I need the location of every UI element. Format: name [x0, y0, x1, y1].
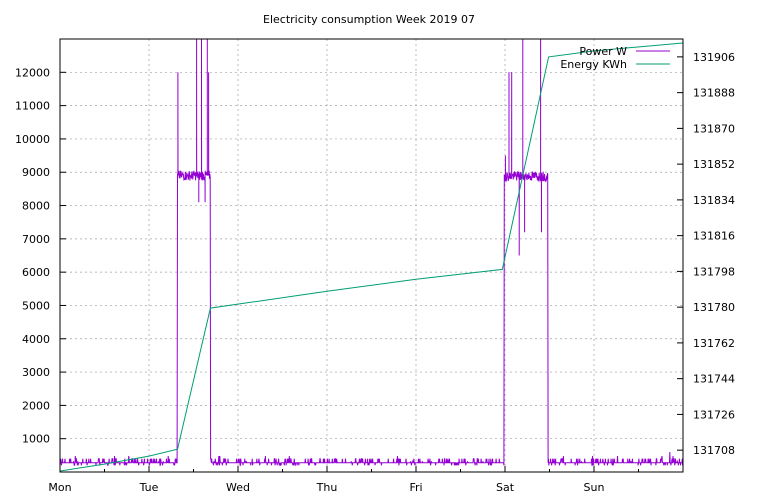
y-tick-label-right: 131816: [693, 230, 735, 243]
plot-border: [59, 38, 684, 473]
x-tick-label: Fri: [409, 481, 422, 494]
x-tick-label: Sun: [584, 481, 605, 494]
y-tick-label-right: 131834: [693, 194, 735, 207]
y-axis-right: 131708 131726 131744 131762 131780 131798 1318…: [693, 51, 735, 457]
x-tick-label: Wed: [226, 481, 250, 494]
x-tick-label: Thu: [316, 481, 338, 494]
y-tick-label-left: 4000: [22, 333, 50, 346]
x-axis: Mon Tue Wed Thu Fri Sat Sun: [48, 481, 604, 494]
y-tick-label-left: 7000: [22, 233, 50, 246]
y-tick-label-left: 8000: [22, 200, 50, 213]
y-tick-label-left: 3000: [22, 366, 50, 379]
series-energy-kwh-line: [60, 42, 683, 472]
y-tick-label-right: 131708: [693, 444, 735, 457]
y-tick-label-left: 1000: [22, 433, 50, 446]
y-tick-label-right: 131744: [693, 373, 735, 386]
x-tick-label: Mon: [48, 481, 71, 494]
y-tick-label-right: 131870: [693, 122, 735, 135]
y-tick-label-left: 5000: [22, 299, 50, 312]
y-tick-label-right: 131852: [693, 158, 735, 171]
series-power-w-line: [60, 39, 683, 466]
y-tick-label-right: 131798: [693, 265, 735, 278]
y-tick-label-right: 131888: [693, 87, 735, 100]
y-axis-left: 1000 2000 3000 4000 5000 6000 7000 8000 9000 1000…: [15, 66, 50, 445]
y-tick-label-right: 131726: [693, 408, 735, 421]
legend-label-energy: Energy KWh: [560, 58, 627, 71]
y-tick-label-left: 6000: [22, 266, 50, 279]
legend: Power W Energy KWh: [560, 45, 670, 71]
legend-label-power: Power W: [579, 45, 627, 58]
chart-title: Electricity consumption Week 2019 07: [263, 13, 475, 26]
y-tick-label-right: 131780: [693, 301, 735, 314]
y-tick-label-left: 9000: [22, 166, 50, 179]
x-tick-label: Sat: [496, 481, 515, 494]
y-tick-label-left: 11000: [15, 100, 50, 113]
y-tick-label-left: 2000: [22, 399, 50, 412]
y-tick-label-right: 131906: [693, 51, 735, 64]
y-tick-label-right: 131762: [693, 337, 735, 350]
y-tick-label-left: 10000: [15, 133, 50, 146]
y-tick-label-left: 12000: [15, 66, 50, 79]
x-tick-label: Tue: [139, 481, 159, 494]
grid: [59, 39, 683, 472]
